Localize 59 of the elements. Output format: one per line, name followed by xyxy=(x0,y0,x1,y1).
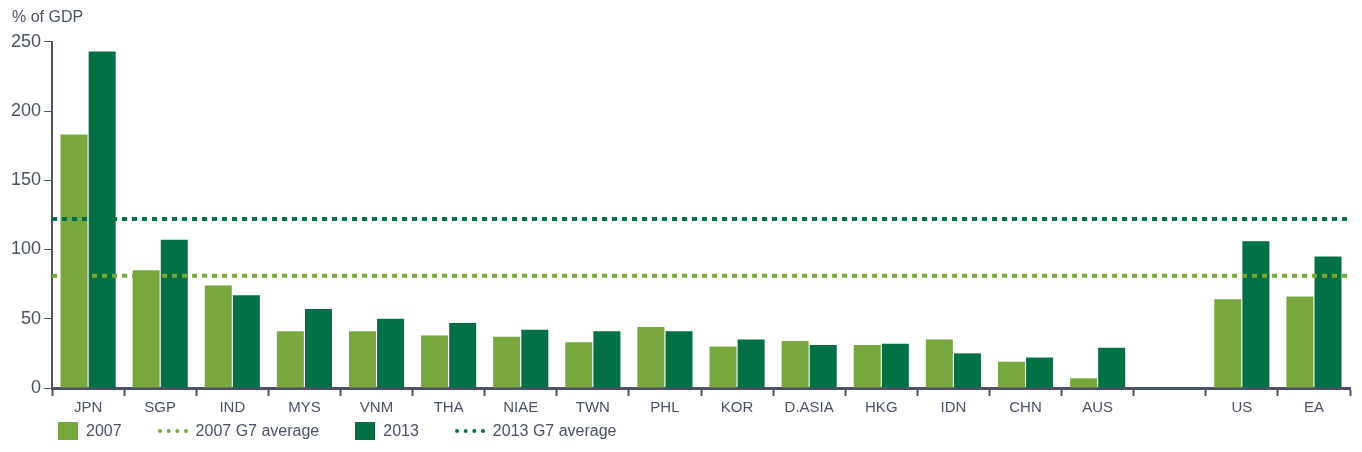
x-tick-label: IDN xyxy=(940,398,967,416)
bar xyxy=(593,331,621,388)
bar xyxy=(737,339,765,388)
bar xyxy=(1214,299,1242,388)
x-tick-label: VNM xyxy=(359,398,394,416)
bar xyxy=(1314,256,1342,388)
bar xyxy=(348,331,376,388)
x-tick-label: NIAE xyxy=(503,398,539,416)
bar xyxy=(1098,347,1126,388)
x-tick-label: US xyxy=(1231,398,1253,416)
x-tick-label: AUS xyxy=(1082,398,1114,416)
y-tick-label: 0 xyxy=(31,376,42,397)
bar xyxy=(232,295,260,388)
bar xyxy=(421,335,449,388)
bar xyxy=(925,339,953,388)
y-axis-title: % of GDP xyxy=(11,8,85,27)
legend-label: 2013 xyxy=(383,422,419,440)
legend-label: 2007 G7 average xyxy=(195,422,320,440)
y-tick-label: 100 xyxy=(10,238,42,259)
bar xyxy=(1286,296,1314,388)
bar xyxy=(1242,241,1270,388)
bar xyxy=(997,361,1025,388)
bar xyxy=(160,239,188,388)
x-tick-label: IND xyxy=(219,398,246,416)
legend-label: 2013 G7 average xyxy=(492,422,617,440)
bar xyxy=(521,329,549,388)
y-tick-label: 250 xyxy=(10,30,42,51)
bar xyxy=(377,318,405,388)
bar xyxy=(565,342,593,388)
x-tick-label: KOR xyxy=(720,398,754,416)
x-tick-label: MYS xyxy=(288,398,321,416)
bar xyxy=(304,309,332,388)
x-tick-label: THA xyxy=(433,398,464,416)
bar xyxy=(449,322,477,388)
x-tick-label: JPN xyxy=(73,398,103,416)
y-tick-label: 150 xyxy=(10,169,42,190)
x-tick-label: CHN xyxy=(1009,398,1042,416)
bar xyxy=(665,331,693,388)
y-tick-label: 200 xyxy=(10,100,42,121)
bar xyxy=(781,340,809,388)
bar xyxy=(881,343,909,388)
bar xyxy=(809,345,837,388)
x-tick-label: EA xyxy=(1303,398,1324,416)
bar xyxy=(204,285,232,388)
x-tick-label: HKG xyxy=(865,398,898,416)
legend-label: 2007 xyxy=(86,422,122,440)
bar xyxy=(709,346,737,388)
bar xyxy=(953,353,981,388)
x-tick-label: TWN xyxy=(575,398,610,416)
bar xyxy=(1070,378,1098,388)
bar xyxy=(637,327,665,388)
bar xyxy=(493,336,521,388)
bar xyxy=(1026,357,1054,388)
x-tick-label: PHL xyxy=(650,398,680,416)
x-tick-label: D.ASIA xyxy=(784,398,834,416)
x-tick-label: SGP xyxy=(144,398,177,416)
y-tick-label: 50 xyxy=(21,307,42,328)
bar xyxy=(276,331,304,388)
bar xyxy=(853,345,881,388)
